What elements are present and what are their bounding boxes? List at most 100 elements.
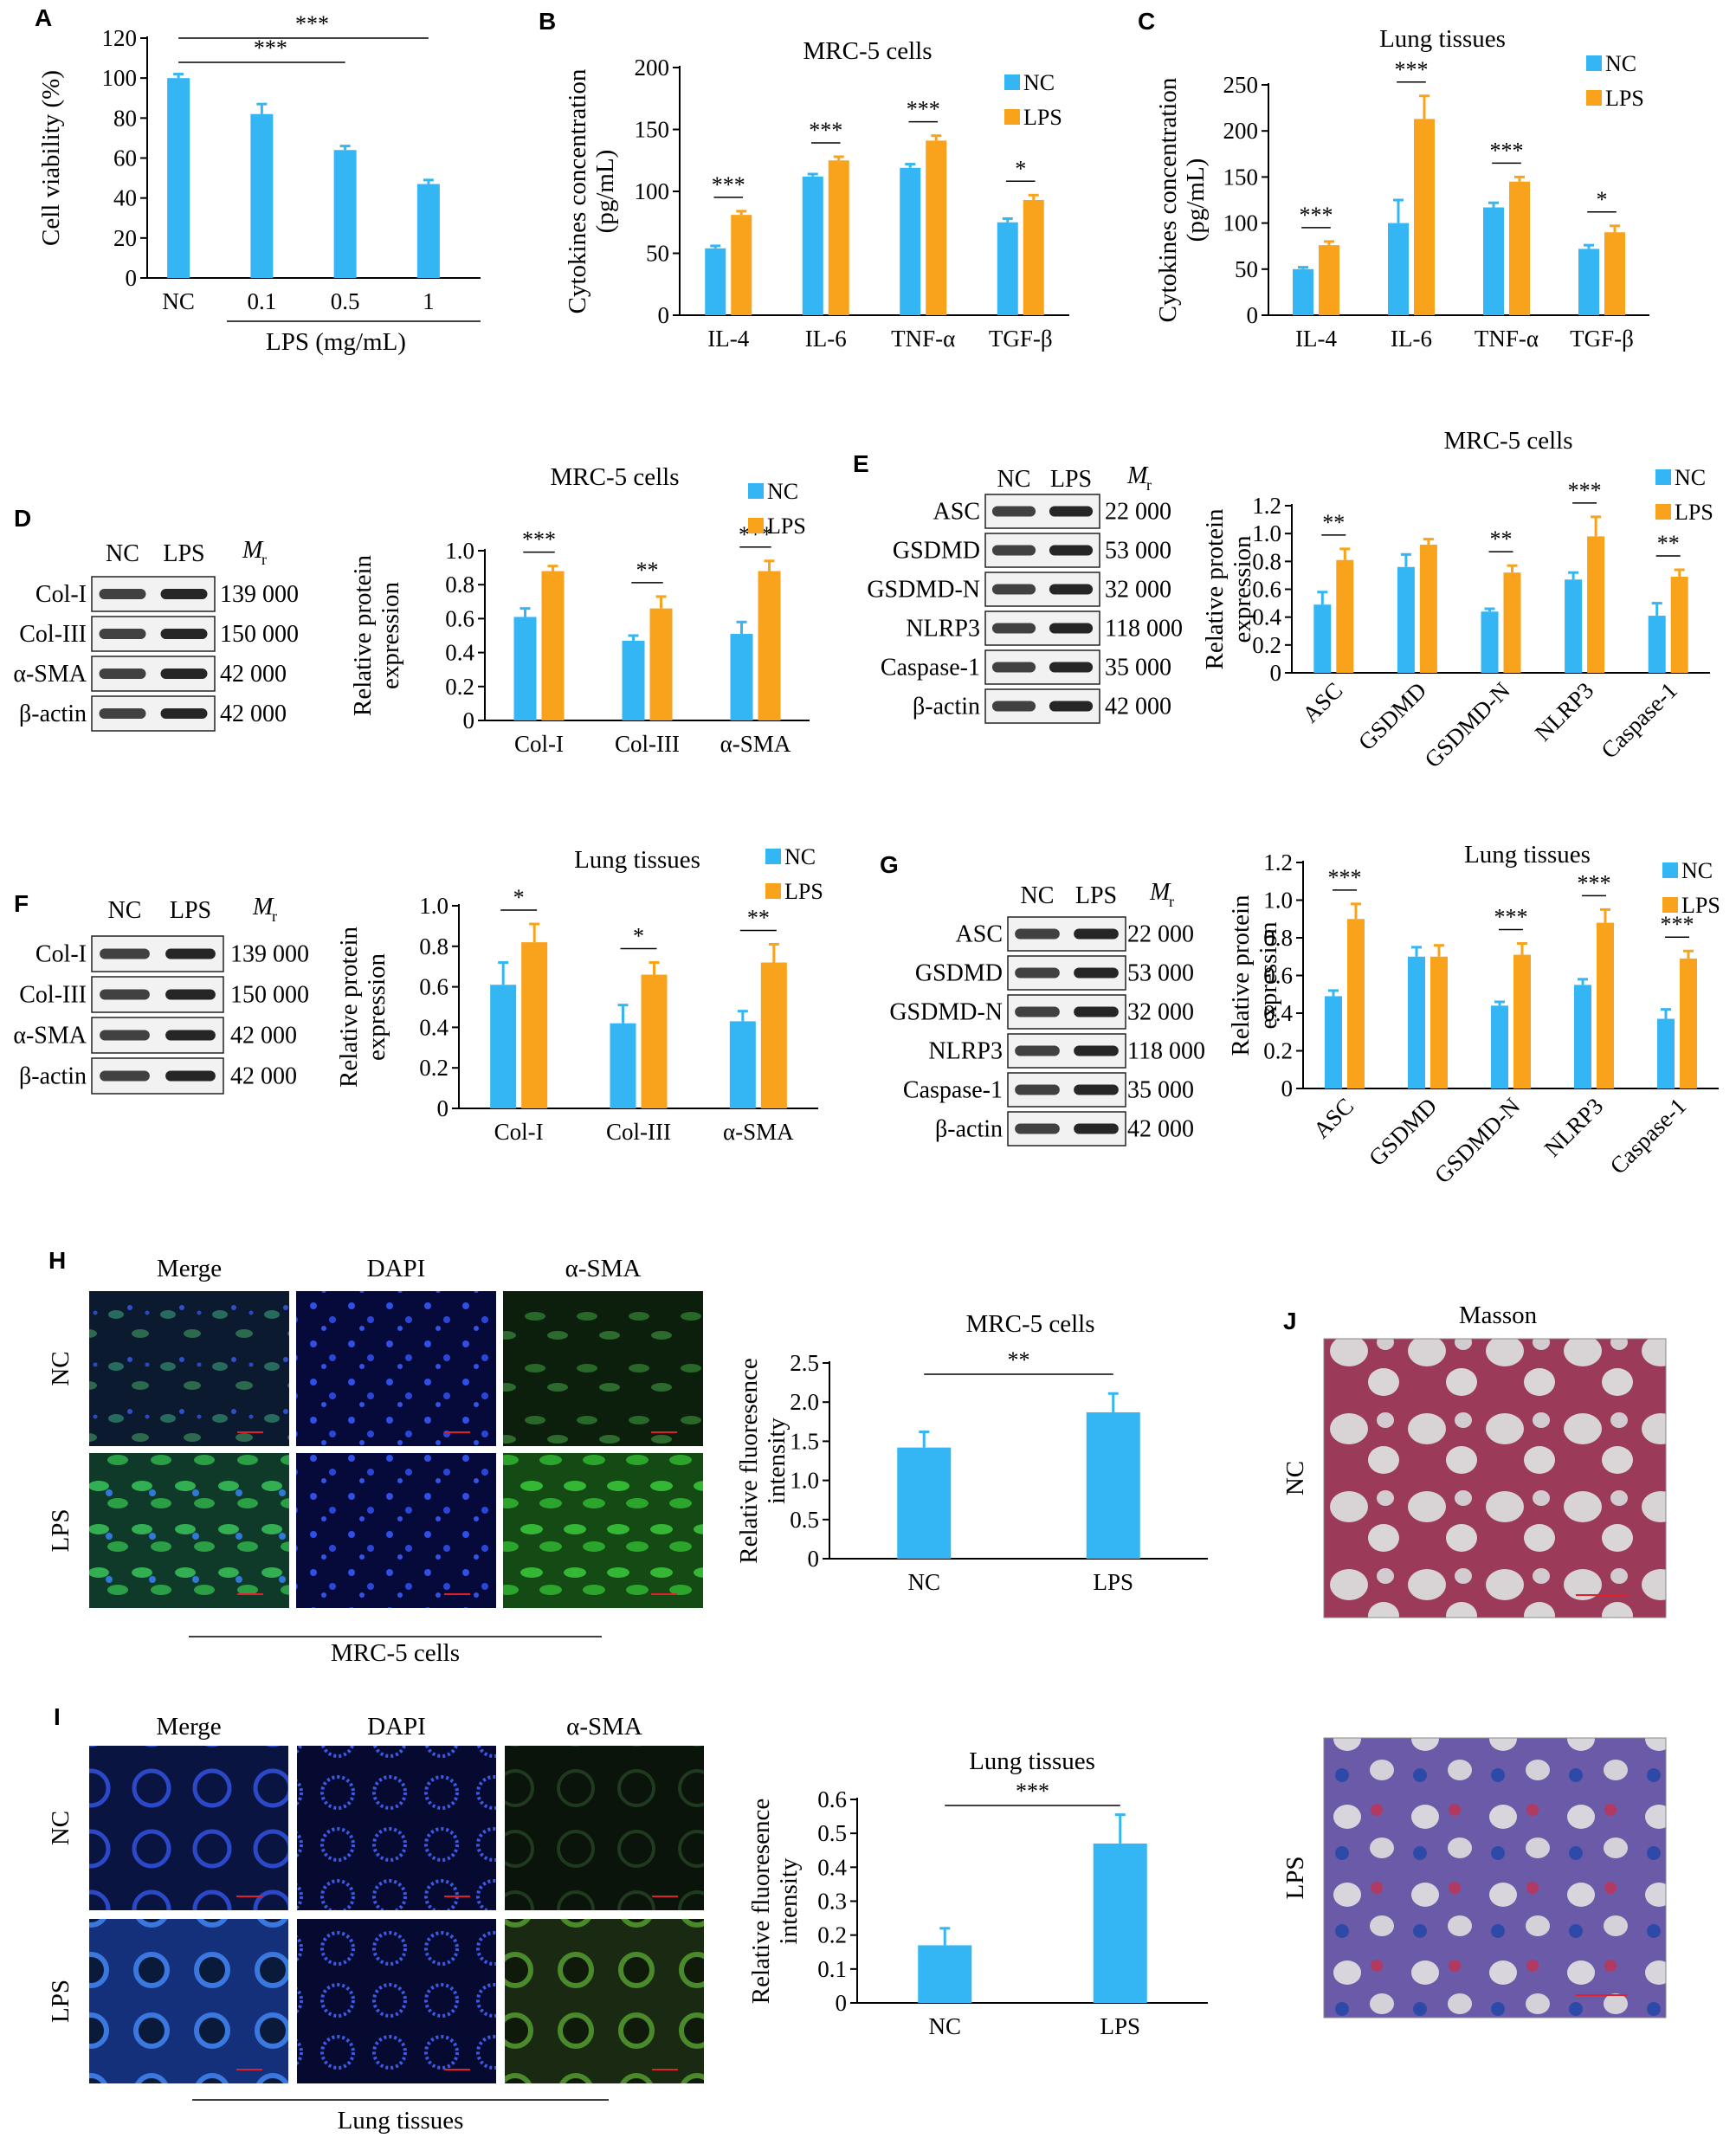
y-tick-label: 2.5 bbox=[790, 1350, 819, 1376]
bar-lps-1 bbox=[641, 974, 668, 1108]
y-tick-label: 0 bbox=[1247, 302, 1259, 328]
y-tick-label: 0.2 bbox=[419, 1055, 449, 1081]
y-axis-label-line: expression bbox=[377, 581, 404, 689]
legend-swatch-nc bbox=[1004, 74, 1020, 90]
panel-letter-e: E bbox=[853, 450, 869, 477]
significance-label: *** bbox=[254, 36, 287, 61]
blot-mw-label: 42 000 bbox=[1105, 694, 1171, 720]
legend-swatch-nc bbox=[765, 849, 781, 864]
significance-label: ** bbox=[636, 558, 659, 583]
image-column-label: DAPI bbox=[367, 1255, 426, 1282]
masson-micrograph bbox=[1323, 1338, 1667, 1618]
blot-mr-label: M bbox=[1149, 879, 1171, 906]
micrograph bbox=[503, 1453, 703, 1608]
significance-label: ** bbox=[1008, 1347, 1030, 1373]
blot-row-label: NLRP3 bbox=[906, 616, 980, 643]
blot-band bbox=[991, 623, 1036, 634]
significance-label: *** bbox=[1661, 912, 1694, 937]
y-tick-label: 1.2 bbox=[1263, 849, 1293, 875]
blot-row-label: GSDMD-N bbox=[889, 999, 1003, 1026]
micrograph bbox=[296, 1291, 496, 1446]
y-tick-label: 1.5 bbox=[790, 1428, 819, 1454]
y-tick-label: 0.2 bbox=[1252, 632, 1281, 658]
blot-band bbox=[1049, 623, 1094, 634]
blot-mw-label: 35 000 bbox=[1127, 1077, 1194, 1104]
bar-lps-1 bbox=[1414, 119, 1435, 315]
legend-swatch-nc bbox=[748, 483, 764, 499]
blot-band bbox=[991, 662, 1036, 673]
legend-label-lps: LPS bbox=[767, 514, 806, 539]
blot-column-label: NC bbox=[1021, 882, 1055, 909]
y-axis-label-line: Relative protein bbox=[1201, 508, 1229, 670]
bar-lps-3 bbox=[1587, 536, 1605, 673]
y-axis-label-line: expression bbox=[1229, 535, 1256, 643]
blot-mw-label: 150 000 bbox=[230, 982, 309, 1009]
y-tick-label: 0.3 bbox=[817, 1889, 847, 1915]
legend-label-nc: NC bbox=[1681, 858, 1713, 883]
blot-band bbox=[991, 506, 1036, 517]
x-tick-label: NC bbox=[928, 2013, 961, 2039]
x-tick-label: TGF-β bbox=[989, 326, 1053, 352]
panel-letter-j: J bbox=[1283, 1308, 1297, 1334]
y-tick-label: 0 bbox=[463, 707, 475, 733]
y-tick-label: 80 bbox=[113, 105, 137, 131]
masson-row-label: LPS bbox=[1281, 1857, 1309, 1900]
blot-band bbox=[991, 545, 1036, 556]
blot-mw-label: 139 000 bbox=[230, 941, 309, 968]
bar-lps-2 bbox=[1513, 954, 1531, 1088]
x-tick-label: 1 bbox=[423, 288, 435, 314]
bar-lps-0 bbox=[1319, 245, 1339, 315]
blot-band bbox=[1015, 1045, 1060, 1056]
bar-v-1 bbox=[1093, 1843, 1147, 2003]
image-caption: MRC-5 cells bbox=[331, 1639, 460, 1667]
bar-nc-2 bbox=[1481, 611, 1499, 673]
chart-title: MRC-5 cells bbox=[550, 463, 679, 491]
blot-mr-label: M bbox=[252, 894, 274, 920]
legend-label-lps: LPS bbox=[1605, 86, 1644, 111]
bar-lps-2 bbox=[758, 571, 781, 720]
blot-band bbox=[99, 589, 146, 599]
blot-row-label: β-actin bbox=[19, 701, 87, 727]
image-column-label: Merge bbox=[157, 1255, 222, 1282]
y-tick-label: 0 bbox=[808, 1546, 820, 1572]
bar-lps-0 bbox=[1336, 559, 1354, 673]
blot-band bbox=[99, 669, 146, 679]
y-tick-label: 0.4 bbox=[419, 1014, 449, 1040]
chart-cytokines-lung: 0 50 100 150 200 250 Cytokines concentration(p… bbox=[1154, 25, 1649, 352]
blot-band bbox=[1015, 1123, 1060, 1134]
panel-letter-h: H bbox=[48, 1247, 66, 1274]
blot-band bbox=[1049, 662, 1094, 673]
x-tick-label: LPS bbox=[1100, 2013, 1140, 2039]
micrograph bbox=[89, 1746, 288, 1910]
y-axis-label-line: Cytokines concentration bbox=[564, 68, 591, 313]
x-tick-label: 0.5 bbox=[331, 288, 360, 314]
bar-nc-0 bbox=[490, 985, 517, 1108]
y-tick-label: 0.2 bbox=[1263, 1038, 1293, 1064]
panel-letter-g: G bbox=[880, 851, 899, 878]
blot-mw-label: 42 000 bbox=[230, 1023, 297, 1050]
y-tick-label: 1.0 bbox=[419, 893, 449, 919]
blot-band bbox=[1074, 1006, 1119, 1017]
legend-swatch-lps bbox=[1586, 90, 1602, 106]
blot-band bbox=[100, 1070, 150, 1082]
blot-mw-label: 35 000 bbox=[1105, 655, 1171, 681]
legend-label-lps: LPS bbox=[784, 879, 823, 904]
x-tick-label: ASC bbox=[1308, 1093, 1358, 1143]
y-axis-label: Relative proteinexpression bbox=[1227, 895, 1282, 1056]
blot-row-label: Caspase-1 bbox=[903, 1077, 1003, 1104]
significance-label: * bbox=[513, 885, 525, 910]
x-tick-label: α-SMA bbox=[720, 731, 791, 757]
y-axis-label-line: Relative protein bbox=[335, 926, 363, 1088]
blot-row-label: Col-I bbox=[35, 941, 87, 968]
bar-nc-1 bbox=[1397, 566, 1415, 673]
bar-nc-3 bbox=[997, 222, 1018, 315]
masson-row-label: NC bbox=[1281, 1461, 1309, 1495]
significance-label: ** bbox=[1657, 531, 1680, 556]
y-tick-label: 120 bbox=[102, 25, 138, 51]
y-axis-label-line: intensity bbox=[763, 1418, 791, 1504]
x-tick-label: TGF-β bbox=[1570, 326, 1634, 352]
y-tick-label: 1.2 bbox=[1252, 493, 1281, 519]
blot-band bbox=[1074, 1123, 1119, 1134]
bar-nc-3 bbox=[1574, 985, 1591, 1088]
